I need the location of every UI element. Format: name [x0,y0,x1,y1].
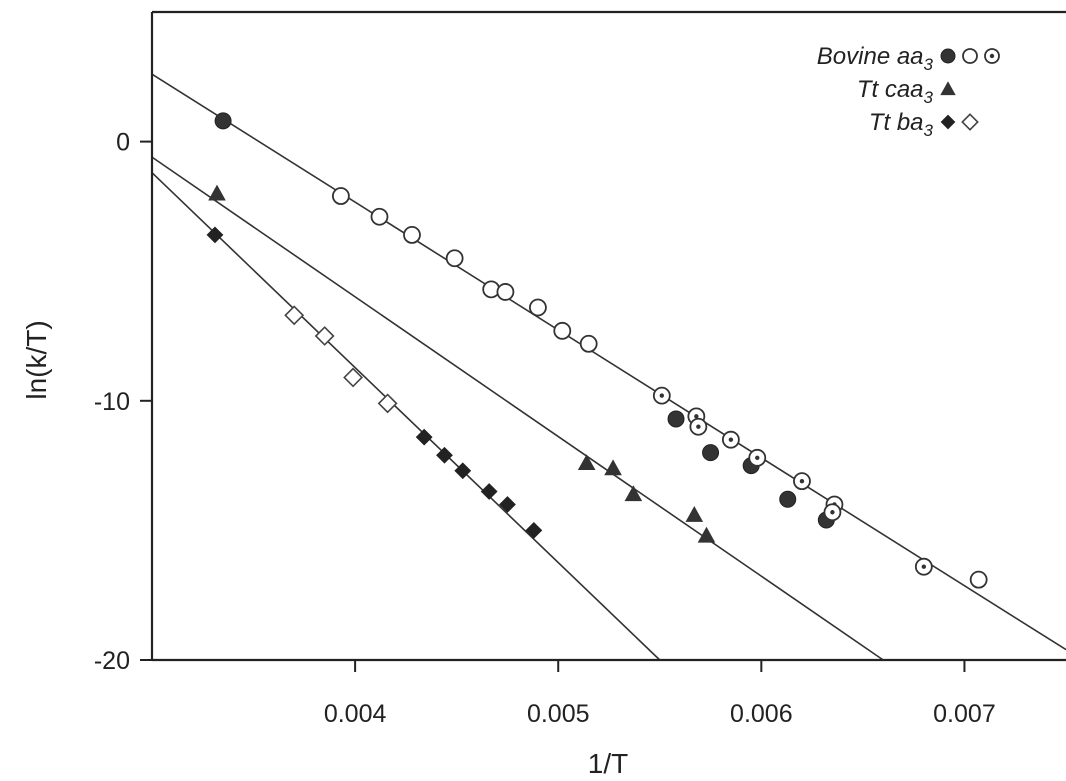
marker-dot [696,424,701,429]
fit-line-2 [151,156,884,661]
data-point [445,249,464,268]
marker-dot [659,393,665,398]
data-point [214,112,232,130]
data-point [823,503,842,522]
data-point [454,462,472,480]
x-tick-label: 0.006 [730,700,793,728]
series-filled-diamond [206,226,543,539]
legend-entry: Bovine aa3 [817,43,1000,74]
data-point [496,283,515,301]
data-point [377,393,398,414]
data-point [624,485,643,502]
data-point [370,207,389,226]
data-point [697,526,716,543]
legend-label: Tt caa3 [857,76,934,107]
series-dotted-circle [652,386,933,576]
data-point [314,326,335,346]
data-point [529,298,547,317]
y-tick-label: -20 [94,647,130,675]
marker-dot [830,510,835,515]
marker-dot [728,437,734,442]
legend-label: Tt ba3 [869,109,934,140]
data-point [482,280,501,299]
data-point [525,522,543,539]
data-point [748,448,767,467]
data-point [284,305,305,326]
legend-marker [984,48,1000,64]
data-point [480,483,498,500]
data-point [415,428,433,446]
data-point [577,454,596,471]
data-point [436,446,453,464]
legend-marker [940,81,956,96]
data-point [667,410,685,428]
data-point [652,386,671,405]
y-axis-title: ln(k/T) [21,320,52,399]
y-tick-label: 0 [116,129,130,157]
data-point [793,472,811,491]
legend-label: Bovine aa3 [817,43,934,74]
data-markers [206,112,988,589]
legend-marker [940,48,956,64]
x-tick-label: 0.005 [527,700,590,728]
series-filled-circle [214,112,835,529]
series-filled-triangle [208,184,716,543]
legend-entry: Tt caa3 [857,76,956,107]
data-point [579,334,598,353]
fit-line-1 [151,73,1066,651]
data-point [779,490,797,508]
marker-dot [694,414,699,419]
data-point [343,367,364,388]
data-point [208,184,226,201]
data-point [499,496,516,513]
fit-line-3 [151,172,661,661]
data-point [331,187,350,205]
data-point [685,506,704,522]
data-point [403,226,421,244]
data-point [689,417,708,436]
ticks: 0.004 0.005 0.006 0.007 0 -10 -20 [94,129,996,728]
marker-dot [755,455,760,461]
fit-lines [151,73,1066,661]
data-point [604,459,622,476]
data-point [206,226,224,244]
x-axis-title: 1/T [588,748,628,779]
data-point [702,444,720,462]
legend-marker [940,114,956,130]
y-tick-label: -10 [94,388,130,416]
x-tick-label: 0.004 [324,700,387,728]
data-point [914,557,933,576]
legend-entry: Tt ba3 [869,109,979,140]
data-point [721,430,740,449]
marker-dot [989,53,995,59]
marker-dot [921,564,927,569]
marker-dot [799,478,805,484]
data-point [969,570,988,589]
series-open-circle [331,187,988,589]
series-open-diamond [284,305,398,414]
legend-marker [962,48,978,64]
x-tick-label: 0.007 [933,700,996,728]
legend-marker [961,113,979,131]
data-point [553,321,572,340]
axes [150,10,1066,662]
